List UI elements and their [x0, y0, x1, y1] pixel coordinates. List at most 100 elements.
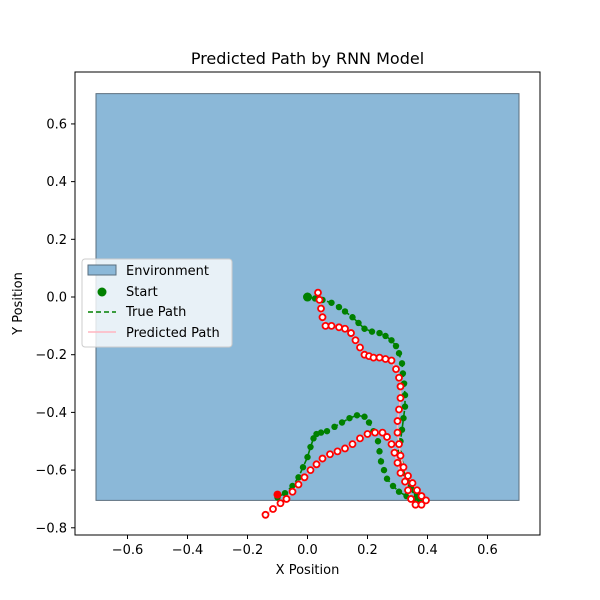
predicted-path-point [408, 479, 417, 487]
true-path-point [304, 453, 311, 461]
y-tick-label: 0.4 [46, 175, 67, 190]
predicted-start-marker [273, 490, 282, 499]
predicted-path-point [390, 448, 399, 457]
predicted-path-point [312, 460, 321, 469]
true-path-point [401, 403, 409, 410]
predicted-path-point [300, 473, 309, 482]
chart-title: Predicted Path by RNN Model [191, 49, 424, 68]
predicted-path-point [335, 323, 343, 332]
predicted-path-point [348, 440, 357, 449]
predicted-path-point [282, 495, 291, 503]
x-tick-label: 0.4 [417, 543, 438, 558]
predicted-path-point [387, 440, 396, 449]
legend-environment-swatch [87, 264, 117, 276]
predicted-path-point [399, 463, 408, 472]
x-tick-label: 0.6 [477, 543, 498, 558]
predicted-path-point [306, 466, 315, 474]
true-path-point [289, 482, 296, 490]
predicted-path-point [395, 373, 403, 382]
predicted-path-point [395, 405, 403, 414]
predicted-path-point [375, 353, 384, 362]
predicted-path-point [317, 304, 325, 313]
y-axis-label: Y Position [11, 272, 26, 336]
predicted-path-point [318, 313, 327, 322]
predicted-path-point [395, 440, 403, 449]
true-path-point [376, 329, 383, 337]
y-tick-label: −0.2 [35, 348, 67, 363]
predicted-path-point [378, 428, 387, 437]
predicted-path-point [363, 430, 372, 438]
true-path-point [382, 332, 389, 340]
x-axis-ticks: −0.6 −0.4 −0.2 0.0 0.2 0.4 0.6 [112, 535, 498, 558]
predicted-path-point [276, 499, 285, 508]
legend-environment-label: Environment [126, 264, 209, 279]
predicted-path-point [407, 495, 415, 503]
predicted-path-point [288, 487, 297, 496]
x-tick-label: −0.4 [172, 543, 204, 558]
predicted-path-point [356, 343, 364, 352]
true-path-point [328, 299, 335, 306]
predicted-path-point [417, 492, 426, 500]
true-path-point [355, 319, 362, 327]
true-path-point [388, 337, 395, 344]
y-tick-label: −0.4 [35, 406, 67, 421]
true-path-point [349, 314, 356, 321]
true-path-point [331, 423, 338, 431]
true-path-point [376, 448, 383, 455]
predicted-path-point [396, 394, 405, 402]
x-axis-label: X Position [276, 563, 340, 578]
true-path-point [389, 482, 397, 490]
legend-frame [81, 258, 233, 348]
predicted-path-point [396, 469, 405, 477]
start-marker [303, 292, 312, 302]
predicted-path-point [269, 505, 277, 513]
y-tick-label: 0.2 [46, 233, 67, 248]
y-tick-label: −0.6 [35, 464, 67, 479]
x-tick-label: −0.2 [232, 543, 264, 558]
predicted-path-point [341, 324, 349, 333]
true-path-point [377, 458, 385, 465]
true-path-point [310, 435, 317, 442]
true-path-point [368, 328, 376, 335]
predicted-path-point [396, 382, 405, 391]
predicted-path-point [261, 510, 270, 519]
y-tick-label: −0.8 [35, 521, 67, 536]
predicted-path-point [341, 444, 349, 453]
true-path-point [380, 466, 388, 474]
true-path-point [281, 489, 289, 497]
predicted-path-point [314, 288, 322, 297]
true-path-point [307, 443, 314, 451]
true-path-point [361, 325, 368, 332]
predicted-path-point [404, 486, 412, 495]
legend-start-swatch [97, 287, 107, 297]
legend-start-label: Start [126, 285, 158, 300]
true-path-point [383, 475, 391, 482]
predicted-path-point [356, 434, 364, 443]
predicted-path-point [315, 295, 324, 304]
true-path-point [335, 303, 343, 311]
predicted-path-point [326, 450, 334, 459]
true-path-point [398, 360, 406, 367]
true-path-point [353, 412, 361, 419]
true-path-point [395, 350, 403, 357]
predicted-path-point [318, 454, 327, 463]
true-path-point [338, 419, 346, 426]
x-tick-label: 0.2 [357, 543, 378, 558]
predicted-path-point [392, 365, 400, 374]
x-tick-label: 0.0 [297, 543, 318, 558]
y-tick-label: 0.0 [46, 291, 67, 306]
true-path-point [361, 413, 368, 420]
predicted-path-point [393, 417, 402, 425]
predicted-path-point [327, 321, 336, 330]
true-path-point [304, 293, 311, 301]
predicted-path-point [351, 336, 360, 345]
predicted-path-point [396, 451, 405, 460]
predicted-path-point [371, 428, 379, 437]
predicted-path-point [411, 500, 420, 509]
predicted-path-point [401, 477, 409, 486]
predicted-path-point [381, 355, 390, 363]
true-path-point [346, 414, 353, 422]
predicted-path-point [393, 428, 402, 437]
predicted-path-point [393, 458, 402, 467]
